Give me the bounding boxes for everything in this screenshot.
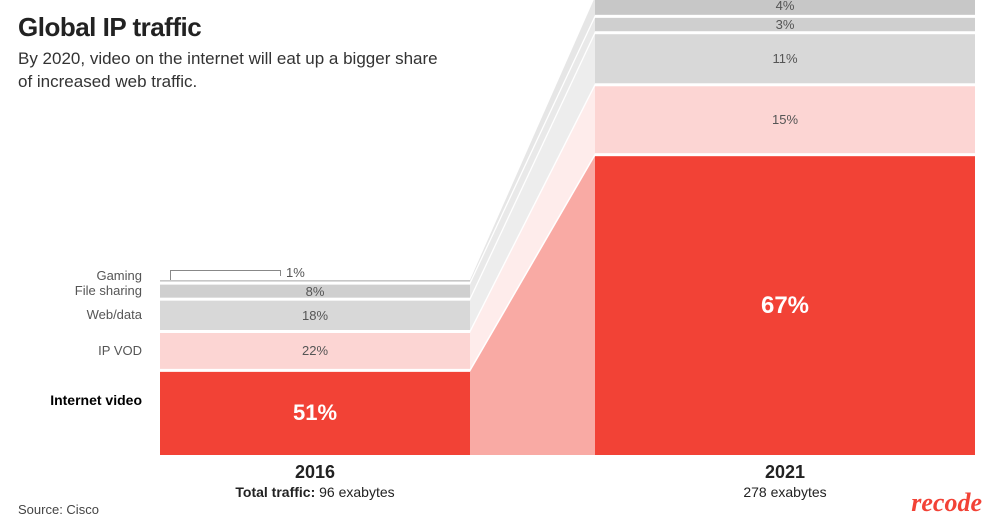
left-pct-web_data: 18% bbox=[160, 309, 470, 322]
right-pct-internet_video: 67% bbox=[595, 294, 975, 318]
left-seg-ip_vod bbox=[160, 333, 470, 369]
right-seg-web_data bbox=[595, 34, 975, 83]
right-seg-file_sharing bbox=[595, 18, 975, 31]
total-traffic-prefix: Total traffic: bbox=[235, 484, 315, 500]
right-seg-gaming bbox=[595, 0, 975, 15]
left-year-label: 2016 bbox=[160, 462, 470, 483]
gaming-callout-v2 bbox=[280, 270, 281, 276]
left-total-label: Total traffic: 96 exabytes bbox=[160, 484, 470, 500]
chart-title: Global IP traffic bbox=[18, 12, 201, 43]
cat-label-file_sharing: File sharing bbox=[0, 284, 142, 297]
connector-web_data bbox=[470, 34, 595, 330]
left-seg-gaming bbox=[160, 280, 470, 282]
right-seg-internet_video bbox=[595, 156, 975, 455]
connector-internet_video bbox=[470, 156, 595, 455]
right-pct-web_data: 11% bbox=[595, 52, 975, 65]
cat-label-ip_vod: IP VOD bbox=[0, 344, 142, 357]
recode-logo: recode bbox=[911, 488, 982, 518]
cat-label-gaming: Gaming bbox=[0, 269, 142, 282]
left-seg-web_data bbox=[160, 301, 470, 330]
connector-gaming bbox=[470, 0, 595, 282]
cat-label-web_data: Web/data bbox=[0, 308, 142, 321]
left-pct-ip_vod: 22% bbox=[160, 344, 470, 357]
cat-label-internet_video: Internet video bbox=[0, 393, 142, 407]
connector-ip_vod bbox=[470, 86, 595, 369]
left-pct-gaming: 1% bbox=[286, 266, 326, 279]
connector-file_sharing bbox=[470, 18, 595, 298]
source-footer: Source: Cisco bbox=[18, 502, 99, 517]
right-pct-file_sharing: 3% bbox=[595, 18, 975, 31]
right-seg-ip_vod bbox=[595, 86, 975, 153]
left-seg-internet_video bbox=[160, 372, 470, 455]
right-year-label: 2021 bbox=[595, 462, 975, 483]
total-traffic-left-value: 96 exabytes bbox=[319, 484, 395, 500]
gaming-callout-h bbox=[170, 270, 280, 271]
right-pct-gaming: 4% bbox=[595, 0, 975, 12]
chart-subtitle: By 2020, video on the internet will eat … bbox=[18, 48, 448, 94]
gaming-callout-v bbox=[170, 270, 171, 280]
left-pct-internet_video: 51% bbox=[160, 402, 470, 424]
right-pct-ip_vod: 15% bbox=[595, 113, 975, 126]
left-seg-file_sharing bbox=[160, 285, 470, 298]
left-pct-file_sharing: 8% bbox=[160, 285, 470, 298]
